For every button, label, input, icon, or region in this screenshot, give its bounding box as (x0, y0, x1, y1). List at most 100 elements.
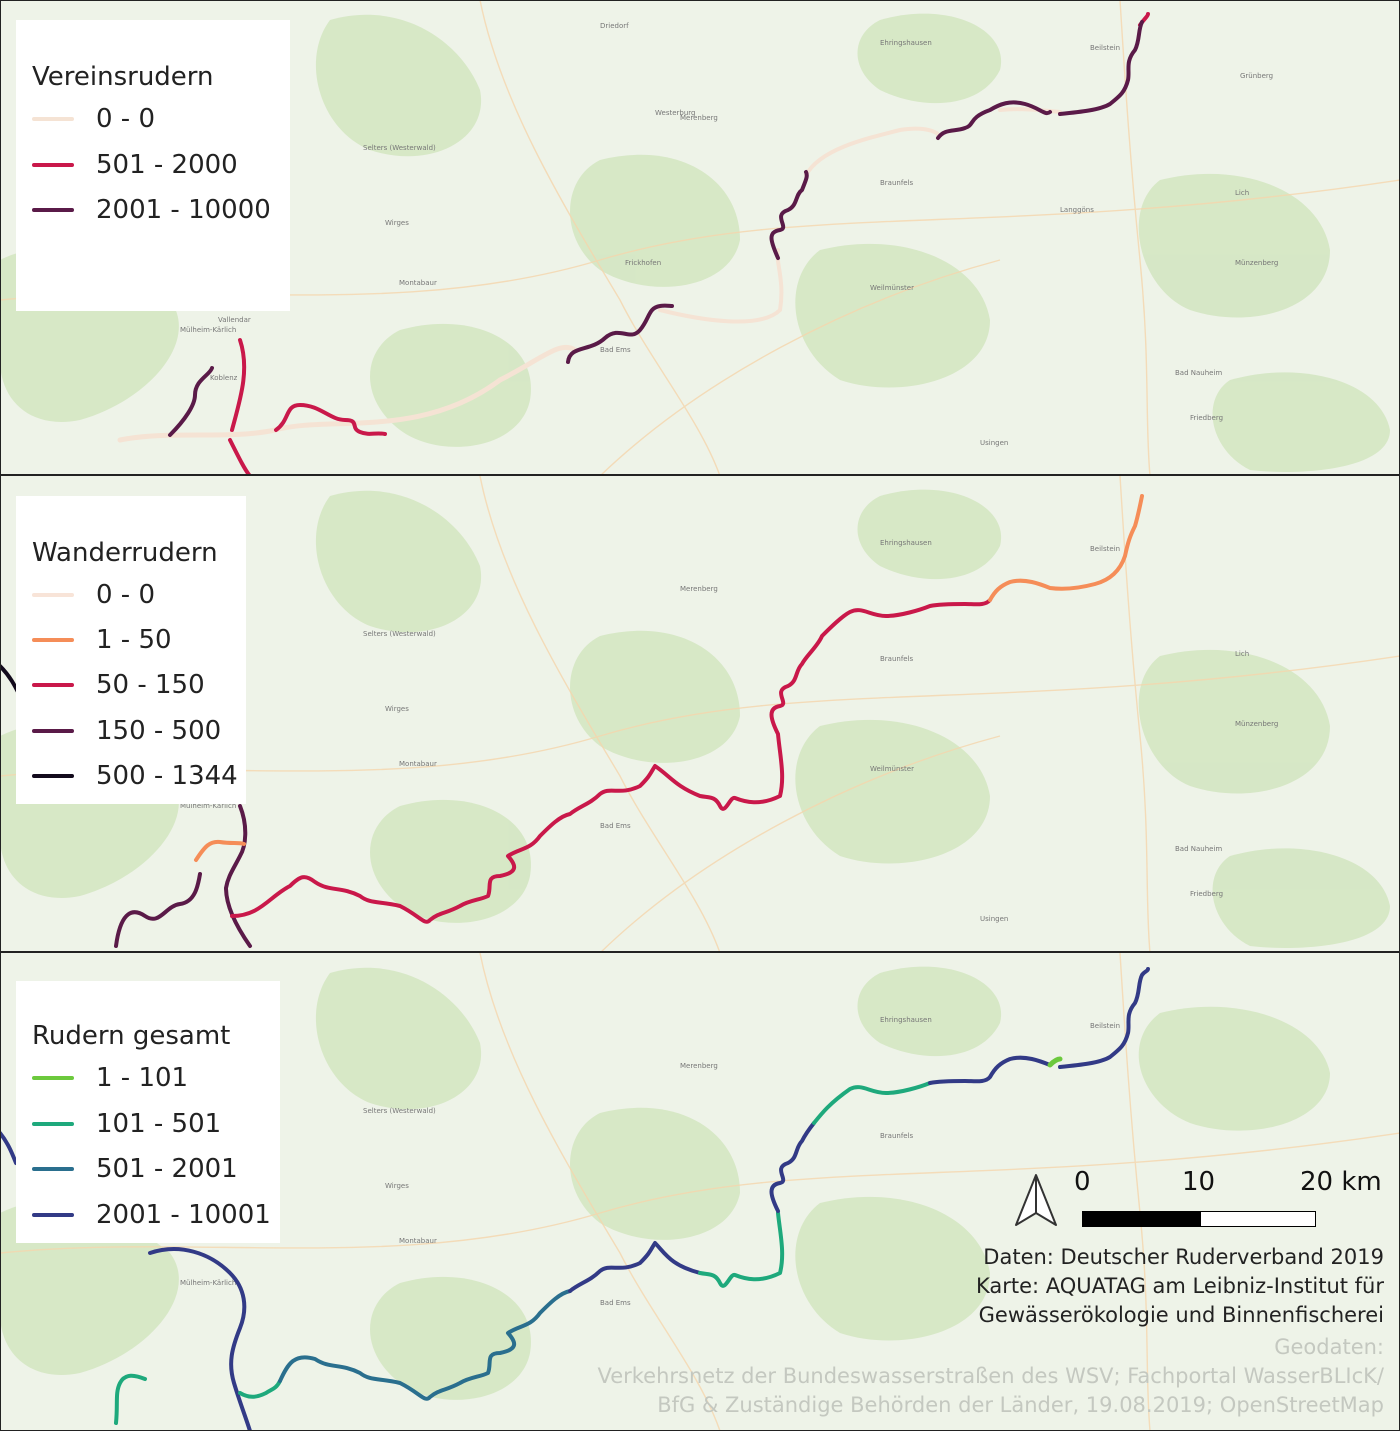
river-segment (698, 1211, 785, 1288)
geodata-line: BfG & Zuständige Behörden der Länder, 19… (657, 1393, 1384, 1417)
svg-text:Braunfels: Braunfels (880, 1132, 914, 1140)
svg-text:Koblenz: Koblenz (210, 374, 238, 382)
svg-text:Merenberg: Merenberg (680, 585, 718, 593)
legend-item-label: 1 - 101 (96, 1063, 189, 1093)
svg-text:Friedberg: Friedberg (1190, 414, 1223, 422)
legend-item-label: 0 - 0 (96, 104, 155, 134)
map-canvas: Driedorf Ehringshausen Beilstein Grünber… (0, 0, 1400, 476)
svg-text:Montabaur: Montabaur (399, 279, 437, 287)
legend-item-label: 1 - 50 (96, 625, 172, 655)
legend-title: Wanderrudern (32, 538, 218, 568)
river-segment (988, 494, 1144, 602)
roads (0, 0, 1400, 476)
svg-text:Merenberg: Merenberg (680, 114, 718, 122)
svg-text:Münzenberg: Münzenberg (1235, 259, 1278, 267)
legend-item-label: 150 - 500 (96, 716, 222, 746)
credit-line: Gewässerökologie und Binnenfischerei (978, 1303, 1384, 1327)
scale-bar-empty (1200, 1211, 1316, 1227)
svg-text:Braunfels: Braunfels (880, 179, 914, 187)
svg-text:Weilmünster: Weilmünster (870, 765, 914, 773)
scale-tick-label: 20 km (1300, 1167, 1382, 1197)
legend-line-swatch (32, 729, 74, 733)
svg-text:Beilstein: Beilstein (1090, 44, 1120, 52)
map-panel-wanderrudern: Ehringshausen Beilstein Merenberg Selter… (0, 476, 1400, 953)
legend-item-label: 501 - 2001 (96, 1154, 238, 1184)
svg-text:Friedberg: Friedberg (1190, 890, 1223, 898)
river-segments (0, 494, 1144, 948)
legend-line-swatch (32, 1167, 74, 1171)
legend-line-swatch (32, 1076, 74, 1080)
river-segment (928, 1055, 1052, 1085)
forest-areas (0, 13, 1390, 472)
geodata-line: Geodaten: (1274, 1335, 1384, 1359)
legend-item-label: 101 - 501 (96, 1109, 222, 1139)
svg-text:Bad Ems: Bad Ems (600, 346, 631, 354)
svg-text:Bad Ems: Bad Ems (600, 822, 631, 830)
forest-areas (0, 966, 1330, 1400)
svg-text:Ehringshausen: Ehringshausen (880, 539, 932, 547)
map-panel-vereinsrudern: Driedorf Ehringshausen Beilstein Grünber… (0, 0, 1400, 476)
river-segment (568, 1241, 702, 1293)
svg-text:Münzenberg: Münzenberg (1235, 720, 1278, 728)
svg-text:Usingen: Usingen (980, 915, 1008, 923)
svg-text:Lich: Lich (1235, 189, 1249, 197)
svg-text:Wirges: Wirges (385, 219, 409, 227)
svg-text:Beilstein: Beilstein (1090, 545, 1120, 553)
river-segment (238, 1379, 282, 1399)
svg-text:Usingen: Usingen (980, 439, 1008, 447)
river-segment (224, 804, 252, 948)
legend-item: 1 - 50 (32, 625, 242, 655)
legend-line-swatch (32, 1213, 74, 1217)
river-segment (1047, 1056, 1063, 1068)
town-labels: Ehringshausen Beilstein Merenberg Selter… (180, 1016, 1120, 1307)
river-segment (769, 170, 809, 260)
legend-item-label: 50 - 150 (96, 670, 205, 700)
river-segment (114, 872, 202, 948)
scale-tick-label: 0 (1074, 1167, 1091, 1197)
scale-tick-label: 10 (1182, 1167, 1216, 1197)
river-segment (658, 248, 784, 324)
legend-title: Vereinsrudern (32, 62, 214, 92)
svg-text:Selters (Westerwald): Selters (Westerwald) (363, 630, 436, 638)
svg-text:Driedorf: Driedorf (600, 22, 629, 30)
svg-text:Beilstein: Beilstein (1090, 1022, 1120, 1030)
legend-item-label: 2001 - 10001 (96, 1200, 271, 1230)
svg-text:Ehringshausen: Ehringshausen (880, 39, 932, 47)
svg-text:Langgöns: Langgöns (1060, 206, 1094, 214)
legend-line-swatch (32, 638, 74, 642)
svg-text:Selters (Westerwald): Selters (Westerwald) (363, 144, 436, 152)
legend-item: 501 - 2001 (32, 1154, 272, 1184)
river-segment (194, 839, 246, 862)
river-segment (114, 1373, 147, 1425)
legend-line-swatch (32, 117, 74, 121)
legend-line-swatch (32, 593, 74, 597)
map-panel-rudern-gesamt: Ehringshausen Beilstein Merenberg Selter… (0, 953, 1400, 1431)
river-segment (936, 100, 1052, 140)
svg-text:Vallendar: Vallendar (218, 316, 251, 324)
svg-text:Wirges: Wirges (385, 1182, 409, 1190)
legend-item-label: 501 - 2000 (96, 150, 238, 180)
svg-text:Braunfels: Braunfels (880, 655, 914, 663)
svg-text:Bad Nauheim: Bad Nauheim (1175, 369, 1222, 377)
legend-item: 50 - 150 (32, 670, 242, 700)
svg-text:Grünberg: Grünberg (1240, 72, 1273, 80)
svg-text:Montabaur: Montabaur (399, 760, 437, 768)
legend-item: 501 - 2000 (32, 150, 282, 180)
svg-text:Westerburg: Westerburg (655, 109, 695, 117)
river-segment (230, 338, 247, 432)
svg-text:Mülheim-Kärlich: Mülheim-Kärlich (180, 1279, 236, 1287)
river-segment (998, 107, 1062, 114)
river-segment (230, 598, 992, 924)
legend-item-label: 2001 - 10000 (96, 195, 271, 225)
legend-item: 2001 - 10000 (32, 195, 282, 225)
svg-text:Ehringshausen: Ehringshausen (880, 1016, 932, 1024)
geodata-attribution: Geodaten: Verkehrsnetz der Bundeswassers… (597, 1333, 1384, 1420)
svg-text:Merenberg: Merenberg (680, 1062, 718, 1070)
river-segments (0, 967, 1150, 1431)
legend-item: 0 - 0 (32, 104, 282, 134)
svg-text:Mülheim-Kärlich: Mülheim-Kärlich (180, 326, 236, 334)
river-segment (1058, 967, 1150, 1069)
svg-text:Bad Ems: Bad Ems (600, 1299, 631, 1307)
credit-line: Daten: Deutscher Ruderverband 2019 (983, 1245, 1384, 1269)
panel-divider (0, 474, 1400, 476)
